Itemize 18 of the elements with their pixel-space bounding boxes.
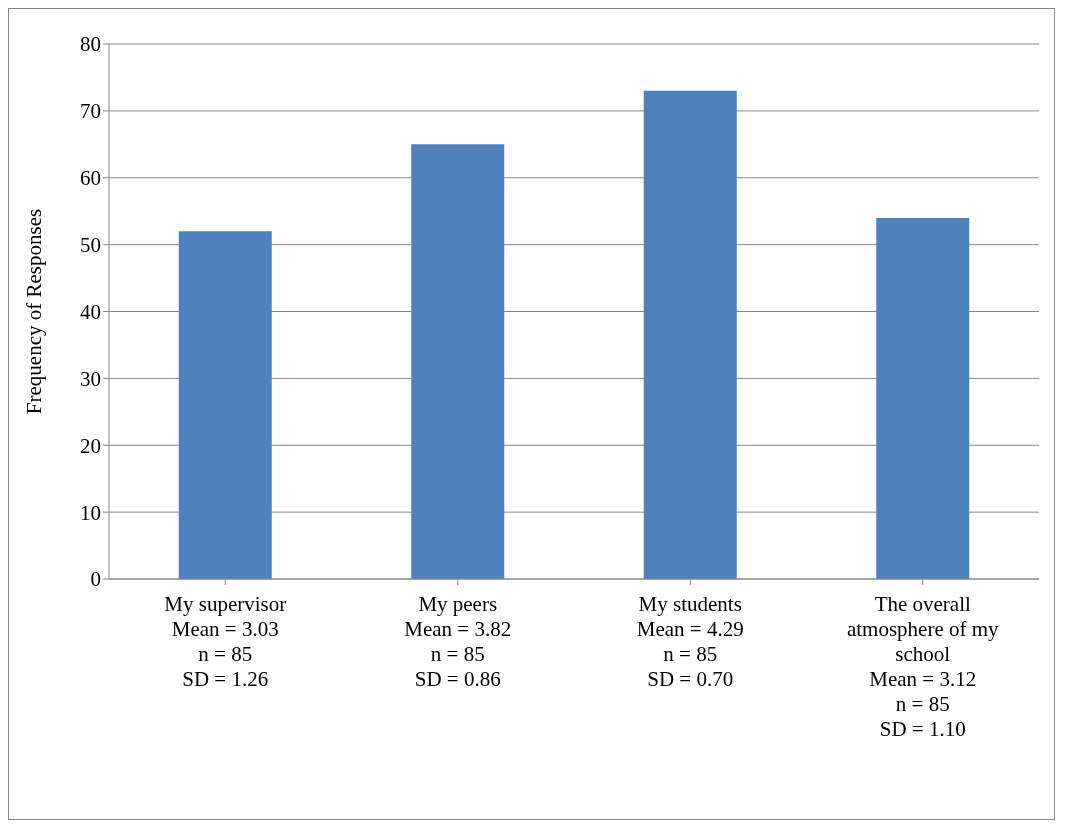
y-tick-label: 40 — [80, 299, 101, 324]
bar — [876, 217, 970, 579]
x-tick-label: My students Mean = 4.29 n = 85 SD = 0.70 — [636, 592, 744, 691]
y-tick-label: 10 — [80, 500, 101, 525]
y-tick-label: 80 — [80, 32, 101, 57]
y-tick-label: 30 — [80, 366, 101, 391]
x-tick-label: The overall atmosphere of my school Mean = 3.12 n = 85 SD = 1.10 — [846, 592, 1000, 741]
y-tick-label: 0 — [90, 567, 101, 592]
bar — [178, 231, 272, 579]
y-tick-label: 70 — [80, 99, 101, 124]
bar — [643, 90, 737, 579]
x-tick-label: My supervisor Mean = 3.03 n = 85 SD = 1.26 — [164, 592, 287, 691]
y-axis-title: Frequency of Responses — [22, 208, 47, 415]
bar — [411, 144, 505, 579]
y-tick-label: 50 — [80, 233, 101, 258]
y-tick-label: 20 — [80, 433, 101, 458]
y-tick-label: 60 — [80, 166, 101, 191]
x-tick-label: My peers Mean = 3.82 n = 85 SD = 0.86 — [404, 592, 512, 691]
